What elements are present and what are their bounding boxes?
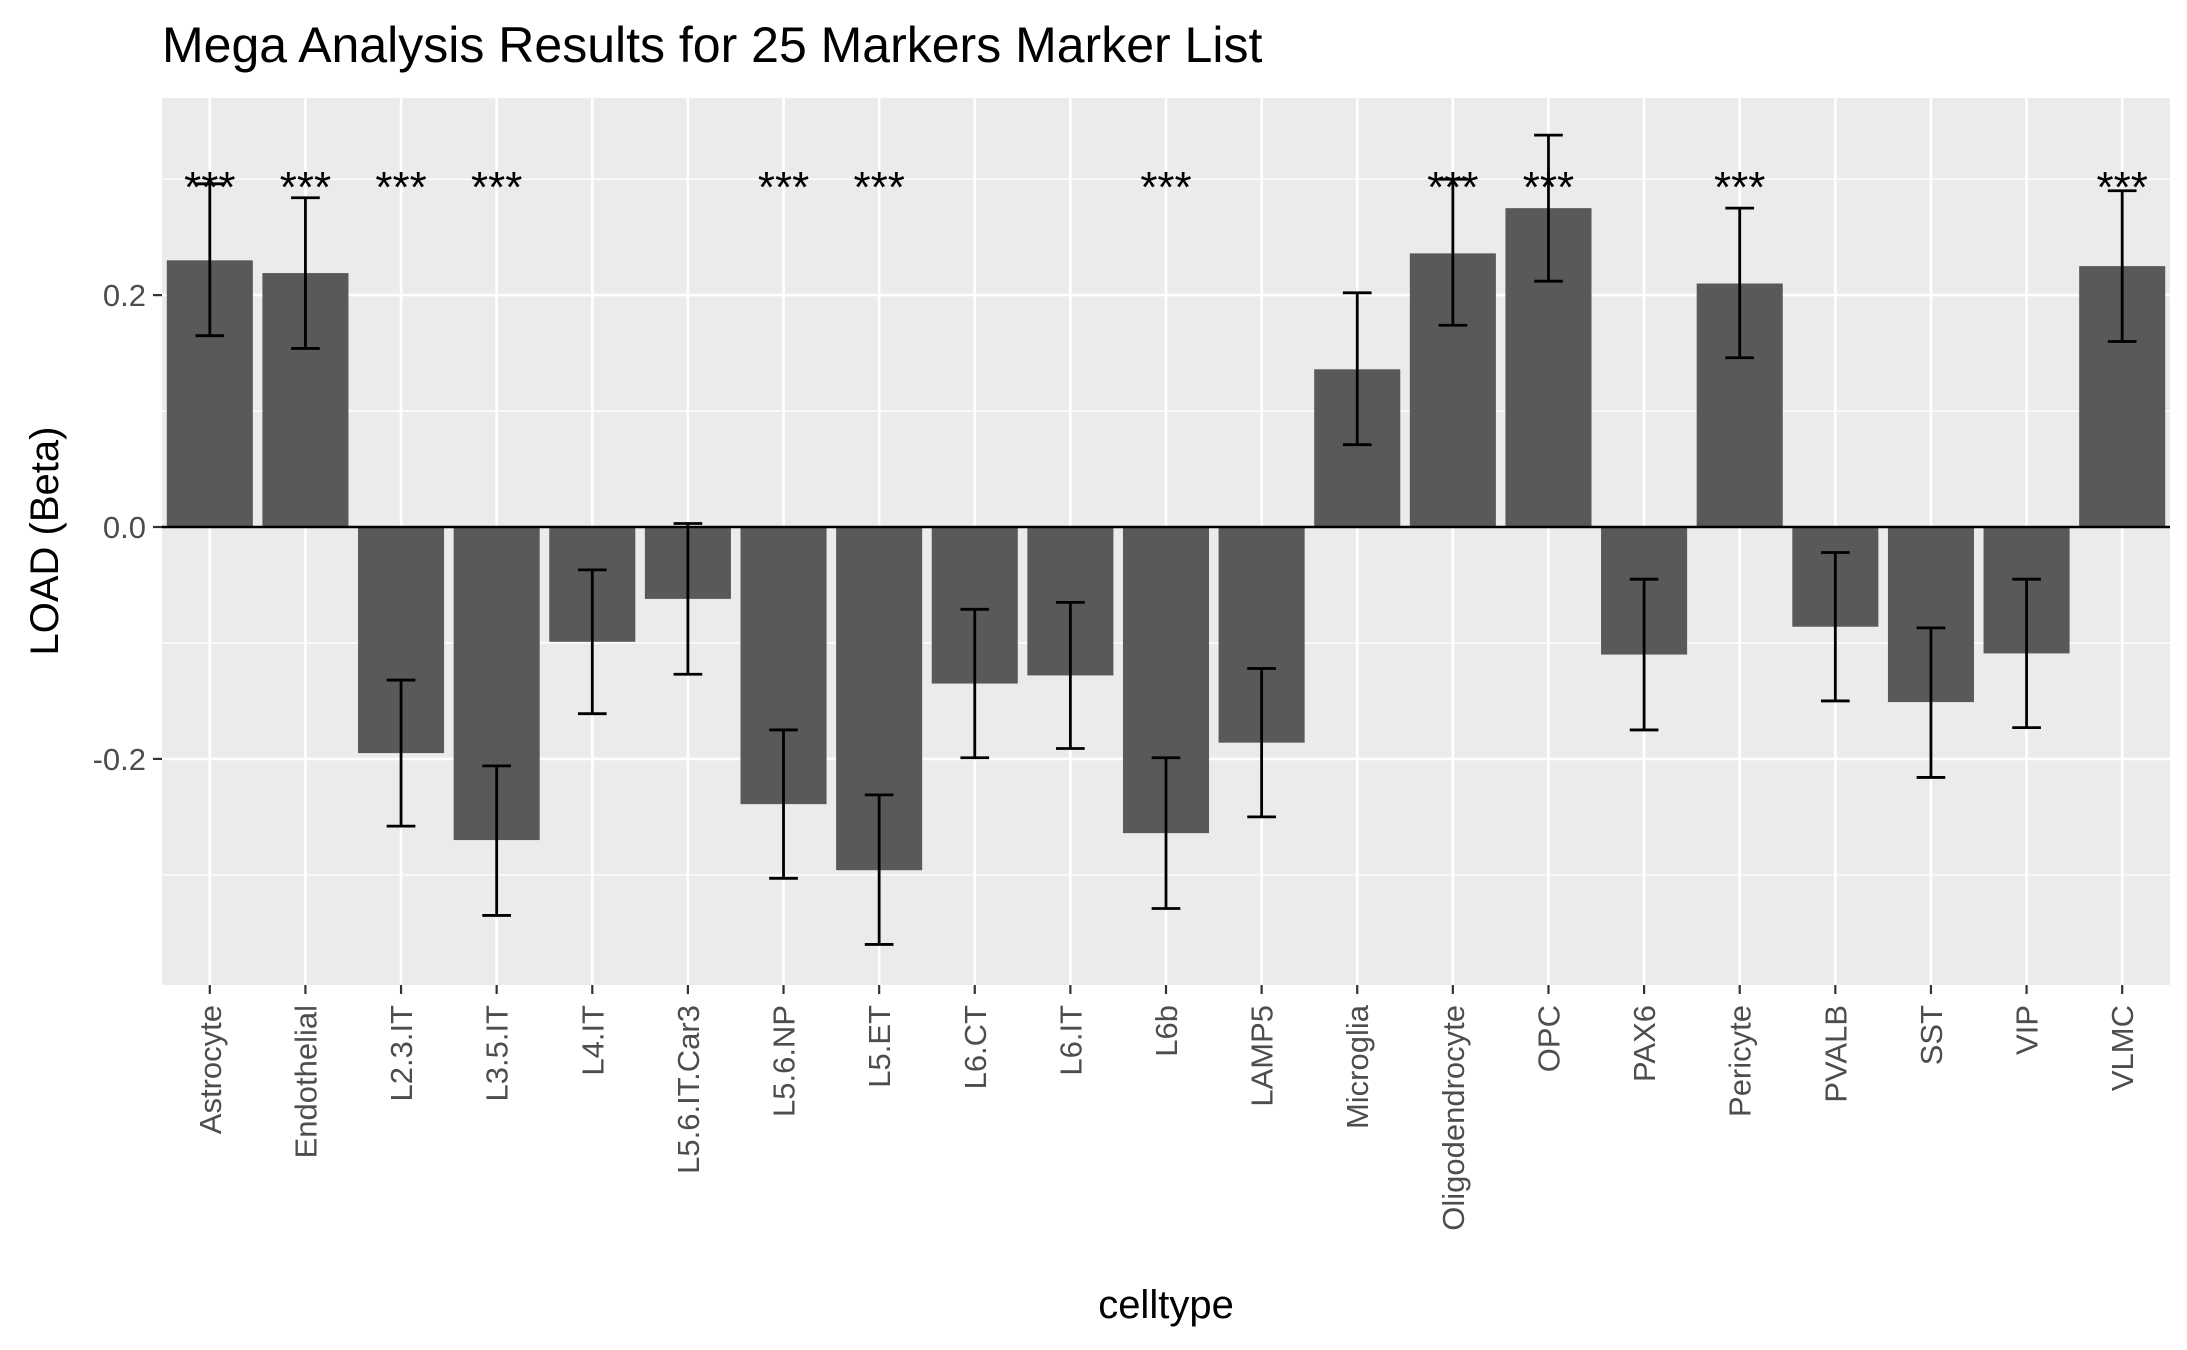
error-bar <box>673 522 703 676</box>
significance-label: *** <box>375 163 426 212</box>
significance-label: *** <box>1427 163 1478 212</box>
error-bar <box>291 196 320 350</box>
error-bar <box>1725 206 1755 360</box>
error-bar <box>1916 626 1946 779</box>
significance-labels: *** *** *** *** *** *** *** *** *** *** *** <box>184 163 2148 212</box>
x-tick-label: OPC <box>1531 1005 1566 1072</box>
x-tick-label: SST <box>1914 1005 1949 1065</box>
x-tick-label: L3.5.IT <box>480 1005 515 1102</box>
x-tick-label: PAX6 <box>1627 1005 1662 1082</box>
significance-label: *** <box>758 163 809 212</box>
y-tick-label: 0.0 <box>103 510 146 545</box>
x-tick-label: LAMP5 <box>1245 1005 1280 1107</box>
x-tick-label: Oligodendrocyte <box>1436 1005 1471 1231</box>
y-axis-ticks: -0.2 0.0 0.2 <box>93 278 162 777</box>
significance-label: *** <box>1714 163 1765 212</box>
y-tick-label: 0.2 <box>103 278 146 313</box>
x-axis-ticks: Astrocyte Endothelial L2.3.IT L3.5.IT L4.IT L… <box>193 985 2140 1231</box>
significance-label: *** <box>1523 163 1574 212</box>
error-bar <box>386 678 416 828</box>
x-tick-label: L5.6.NP <box>767 1005 802 1117</box>
error-bar <box>769 728 798 880</box>
significance-label: *** <box>1140 163 1191 212</box>
x-tick-label: PVALB <box>1818 1005 1853 1103</box>
x-tick-label: L6b <box>1149 1005 1184 1057</box>
error-bar <box>482 764 512 917</box>
significance-label: *** <box>2097 163 2148 212</box>
x-tick-label: Astrocyte <box>193 1005 228 1134</box>
y-tick-label: -0.2 <box>93 742 146 777</box>
error-bar <box>2012 577 2041 729</box>
significance-label: *** <box>184 163 235 212</box>
error-bar <box>1820 551 1850 703</box>
x-tick-label: Endothelial <box>288 1005 323 1158</box>
x-tick-label: Microglia <box>1340 1004 1375 1129</box>
x-tick-label: VLMC <box>2105 1005 2140 1091</box>
error-bar <box>960 607 990 760</box>
chart-title: Mega Analysis Results for 25 Markers Mar… <box>162 17 1262 73</box>
error-bar <box>195 182 225 338</box>
error-bar <box>1342 291 1372 447</box>
significance-label: *** <box>280 163 331 212</box>
error-bar <box>1247 667 1276 819</box>
error-bar <box>1438 177 1468 327</box>
error-bar <box>1056 600 1085 750</box>
x-tick-label: L5.6.IT.Car3 <box>671 1005 706 1174</box>
error-bar <box>1151 756 1181 910</box>
x-tick-label: L4.IT <box>575 1005 610 1076</box>
x-tick-label: L6.CT <box>958 1005 993 1089</box>
y-axis-title: LOAD (Beta) <box>23 427 67 656</box>
x-tick-label: L6.IT <box>1053 1005 1088 1076</box>
error-bars <box>195 133 2137 946</box>
x-axis-title: celltype <box>1098 1283 1234 1327</box>
x-tick-label: VIP <box>2010 1005 2045 1055</box>
error-bar <box>864 793 894 946</box>
significance-label: *** <box>853 163 904 212</box>
x-tick-label: L2.3.IT <box>384 1005 419 1102</box>
error-bar <box>2107 189 2137 343</box>
error-bar <box>1534 133 1563 283</box>
significance-label: *** <box>471 163 522 212</box>
error-bar <box>577 568 607 716</box>
error-bar <box>1629 577 1659 732</box>
x-tick-label: Pericyte <box>1723 1005 1758 1117</box>
x-tick-label: L5.ET <box>862 1005 897 1088</box>
